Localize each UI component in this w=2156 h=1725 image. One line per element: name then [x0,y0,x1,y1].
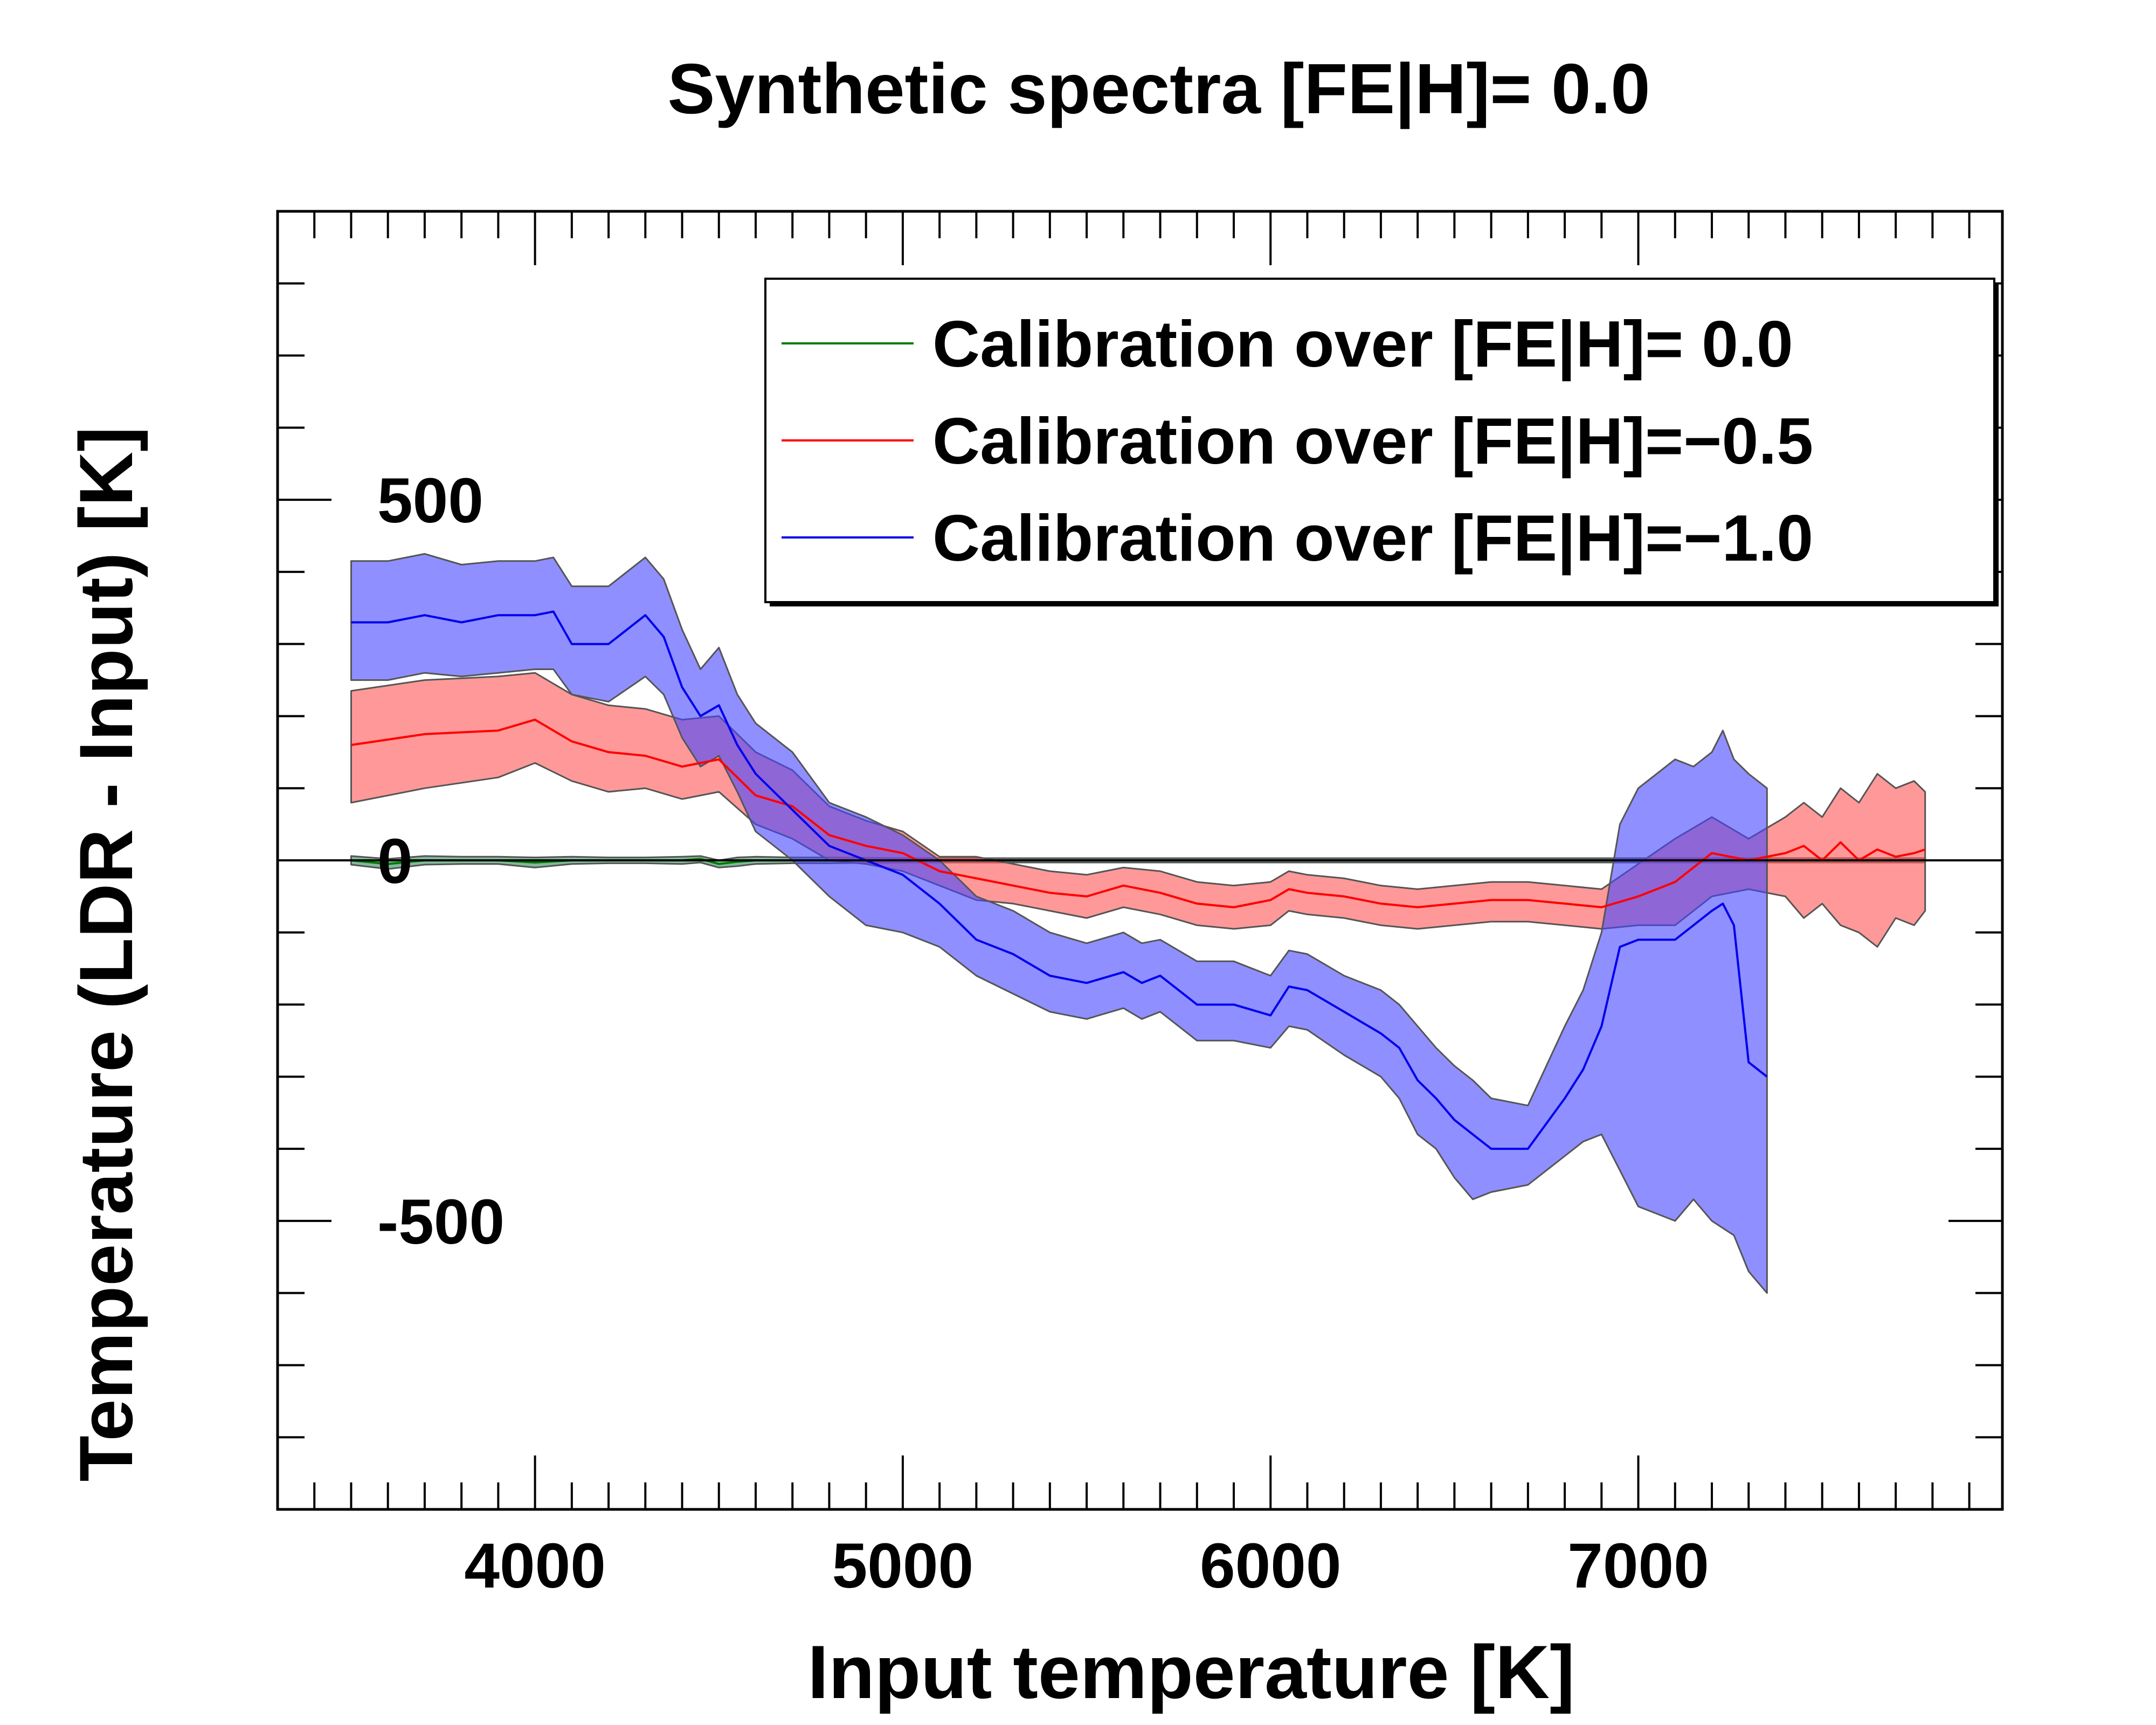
x-tick-label: 6000 [1200,1530,1342,1602]
x-axis-label: Input temperature [K] [807,1630,1574,1714]
x-tick-label: 4000 [464,1530,606,1602]
series-2-line [351,610,1768,1150]
legend-label: Calibration over [FE|H]=−1.0 [932,501,1813,576]
y-axis-label: Temperature (LDR - Input) [K] [64,426,148,1481]
legend-label: Calibration over [FE|H]=−0.5 [932,404,1813,479]
x-tick-label: 5000 [832,1530,974,1602]
chart-title: Synthetic spectra [FE|H]= 0.0 [667,49,1650,129]
legend-label: Calibration over [FE|H]= 0.0 [932,307,1793,382]
y-tick-label: -500 [377,1186,505,1258]
legend-box [764,278,1995,603]
y-tick-label: 0 [377,826,413,897]
series-2-error-band [350,553,1768,1294]
series-1-line [351,719,1926,908]
legend: Calibration over [FE|H]= 0.0 Calibration … [764,278,1999,606]
y-tick-label: 500 [377,465,483,536]
x-tick-label: 7000 [1567,1530,1709,1602]
